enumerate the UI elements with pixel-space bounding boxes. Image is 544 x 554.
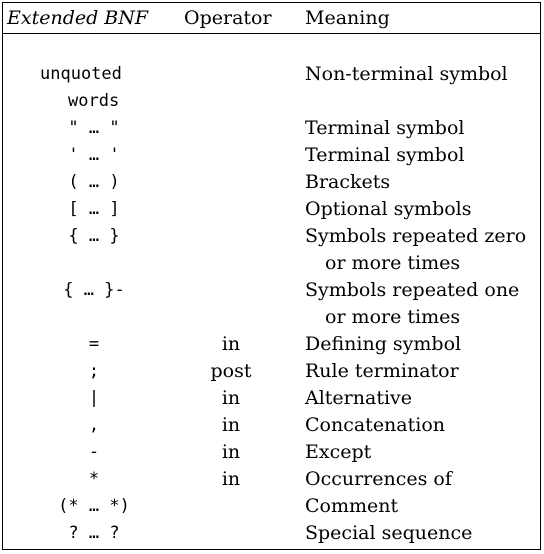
ebnf-cell: words (68, 91, 120, 111)
meaning-cell: Alternative (305, 387, 413, 409)
meaning-cell: Terminal symbol (305, 117, 465, 139)
table-row: ; post Rule terminator (3, 358, 540, 385)
header-operator: Operator (184, 7, 272, 29)
ebnf-cell: ( … ) (68, 172, 120, 192)
table-row: ' … ' Terminal symbol (3, 142, 540, 169)
meaning-cell: Symbols repeated one (305, 279, 520, 301)
meaning-cell: Concatenation (305, 414, 446, 436)
meaning-cell: or more times (325, 252, 461, 274)
table-row: " … " Terminal symbol (3, 115, 540, 142)
operator-cell: in (221, 333, 241, 355)
meaning-cell: Optional symbols (305, 198, 472, 220)
operator-cell: post (210, 360, 252, 382)
meaning-cell: Non-terminal symbol (305, 63, 508, 85)
meaning-cell: Special sequence (305, 522, 473, 544)
ebnf-cell: , (88, 415, 100, 435)
ebnf-cell: " … " (68, 118, 120, 138)
header-meaning: Meaning (305, 7, 390, 29)
header-ebnf: Extended BNF (7, 7, 149, 29)
meaning-cell: Except (305, 441, 372, 463)
ebnf-cell: - (88, 442, 100, 462)
ebnf-cell: * (88, 469, 100, 489)
meaning-cell: Comment (305, 495, 399, 517)
operator-cell: in (221, 414, 241, 436)
ebnf-cell: ? … ? (68, 523, 120, 543)
meaning-cell: Terminal symbol (305, 144, 465, 166)
meaning-cell: or more times (325, 306, 461, 328)
table-row: or more times (3, 304, 540, 331)
operator-cell: in (221, 468, 241, 490)
ebnf-cell: | (88, 388, 100, 408)
table-row: - in Except (3, 439, 540, 466)
ebnf-cell: { … } (68, 226, 120, 246)
table-row: (* … *) Comment (3, 493, 540, 520)
table-row: ? … ? Special sequence (3, 520, 540, 547)
table-row: unquoted Non-terminal symbol (3, 61, 540, 88)
table-row: or more times (3, 250, 540, 277)
table-row: [ … ] Optional symbols (3, 196, 540, 223)
table-row: { … } Symbols repeated zero (3, 223, 540, 250)
meaning-cell: Symbols repeated zero (305, 225, 527, 247)
operator-cell: in (221, 387, 241, 409)
table-row: | in Alternative (3, 385, 540, 412)
table-row: ( … ) Brackets (3, 169, 540, 196)
table-row: , in Concatenation (3, 412, 540, 439)
meaning-cell: Occurrences of (305, 468, 452, 490)
table-row: * in Occurrences of (3, 466, 540, 493)
meaning-cell: Rule terminator (305, 360, 459, 382)
table-row: { … }- Symbols repeated one (3, 277, 540, 304)
ebnf-cell: = (88, 334, 100, 354)
operator-cell: in (221, 441, 241, 463)
table-row: words (3, 88, 540, 115)
ebnf-cell: [ … ] (68, 199, 120, 219)
meaning-cell: Defining symbol (305, 333, 462, 355)
meaning-cell: Brackets (305, 171, 391, 193)
ebnf-cell: unquoted (40, 64, 122, 84)
header-divider (3, 33, 540, 34)
ebnf-cell: (* … *) (58, 496, 130, 516)
ebnf-cell: ; (88, 361, 100, 381)
ebnf-cell: ' … ' (68, 145, 120, 165)
ebnf-cell: { … }- (63, 280, 125, 300)
table-row: = in Defining symbol (3, 331, 540, 358)
